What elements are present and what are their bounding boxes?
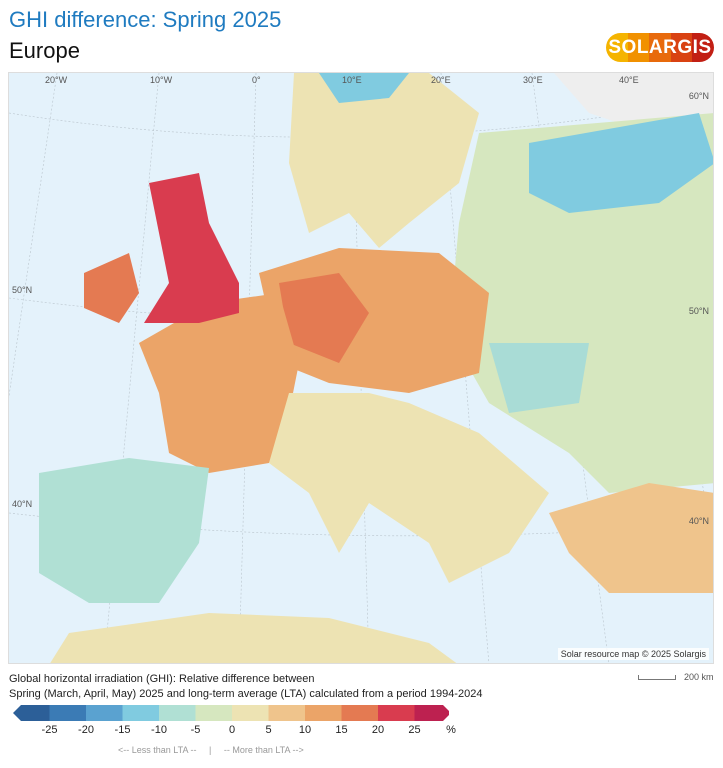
- lat-label: 50°N: [688, 306, 709, 316]
- legend-ticks: -25 -20 -15 -10 -5 0 5 10 15 20 25%: [9, 724, 456, 738]
- scale-bar-line: [638, 674, 676, 680]
- region-title: Europe: [9, 38, 80, 63]
- lon-label: 20°W: [45, 75, 68, 85]
- legend-tick-label: 0: [228, 724, 236, 736]
- legend-swatch: [414, 705, 449, 721]
- lon-label: 30°E: [523, 75, 543, 85]
- legend-tick-label: 25: [408, 724, 421, 736]
- legend-swatch: [341, 705, 379, 721]
- region-north-africa: [50, 613, 457, 663]
- lon-label: 10°E: [342, 75, 362, 85]
- legend-tick-label: -20: [78, 724, 94, 736]
- less-than-lta: <-- Less than LTA --: [118, 745, 197, 755]
- legend-swatch: [159, 705, 196, 721]
- lat-label: 50°N: [12, 285, 33, 295]
- lon-label: 10°W: [150, 75, 173, 85]
- region-great-britain: [144, 173, 239, 323]
- region-scandinavia: [289, 73, 479, 248]
- region-ireland: [84, 253, 139, 323]
- legend-swatch: [378, 705, 415, 721]
- legend-swatch: [13, 705, 50, 721]
- legend-tick-label: -15: [114, 724, 131, 736]
- map-title: GHI difference: Spring 2025: [9, 7, 282, 32]
- lat-label: 60°N: [688, 91, 709, 101]
- legend-tick-label: 5: [265, 724, 272, 736]
- legend-swatch: [305, 705, 342, 721]
- ghi-difference-map[interactable]: 20°W 10°W 0° 10°E 20°E 30°E 40°E 50°N 40…: [8, 72, 714, 664]
- region-turkey: [549, 483, 713, 593]
- legend-tick-label: -25: [41, 724, 58, 736]
- legend-swatch: [86, 705, 123, 721]
- lat-label: 40°N: [688, 516, 709, 526]
- lat-label: 40°N: [12, 499, 33, 509]
- description-line-1: Global horizontal irradiation (GHI): Rel…: [9, 673, 315, 685]
- region-iberia: [39, 458, 209, 603]
- legend-swatch: [122, 705, 160, 721]
- logo-text: SOLARGIS: [608, 36, 712, 58]
- legend-swatch: [232, 705, 269, 721]
- legend-swatch: [268, 705, 306, 721]
- more-than-lta: -- More than LTA -->: [223, 745, 304, 755]
- legend-swatch: [49, 705, 87, 721]
- region-russia-northwest: [529, 113, 713, 213]
- region-france: [139, 293, 299, 473]
- lon-label: 40°E: [619, 75, 639, 85]
- region-germany-west: [279, 273, 369, 363]
- region-ukraine: [489, 343, 589, 413]
- lon-label: 20°E: [431, 75, 451, 85]
- region-norway-north: [319, 73, 409, 103]
- solargis-logo: SOLARGIS: [606, 33, 714, 62]
- legend-tick-label: 10: [298, 724, 312, 736]
- lta-separator: |: [208, 745, 212, 755]
- color-legend: [13, 705, 449, 721]
- lta-hint: <-- Less than LTA -- | -- More than LTA …: [118, 745, 304, 755]
- legend-tick-label: 15: [335, 724, 348, 736]
- legend-tick-label: -10: [151, 724, 167, 736]
- map-description: Global horizontal irradiation (GHI): Rel…: [9, 672, 482, 702]
- legend-tick-label: %: [446, 724, 456, 736]
- scale-bar: 200 km: [638, 672, 714, 682]
- scale-bar-label: 200 km: [684, 672, 714, 682]
- legend-tick-label: 20: [371, 724, 385, 736]
- region-italy-balkans: [269, 393, 549, 583]
- description-line-2: Spring (March, April, May) 2025 and long…: [9, 688, 483, 700]
- map-credit: Solar resource map © 2025 Solargis: [557, 648, 709, 660]
- map-canvas: [9, 73, 713, 663]
- legend-tick-label: -5: [190, 724, 201, 736]
- legend-swatch: [195, 705, 233, 721]
- lon-label: 0°: [252, 75, 261, 85]
